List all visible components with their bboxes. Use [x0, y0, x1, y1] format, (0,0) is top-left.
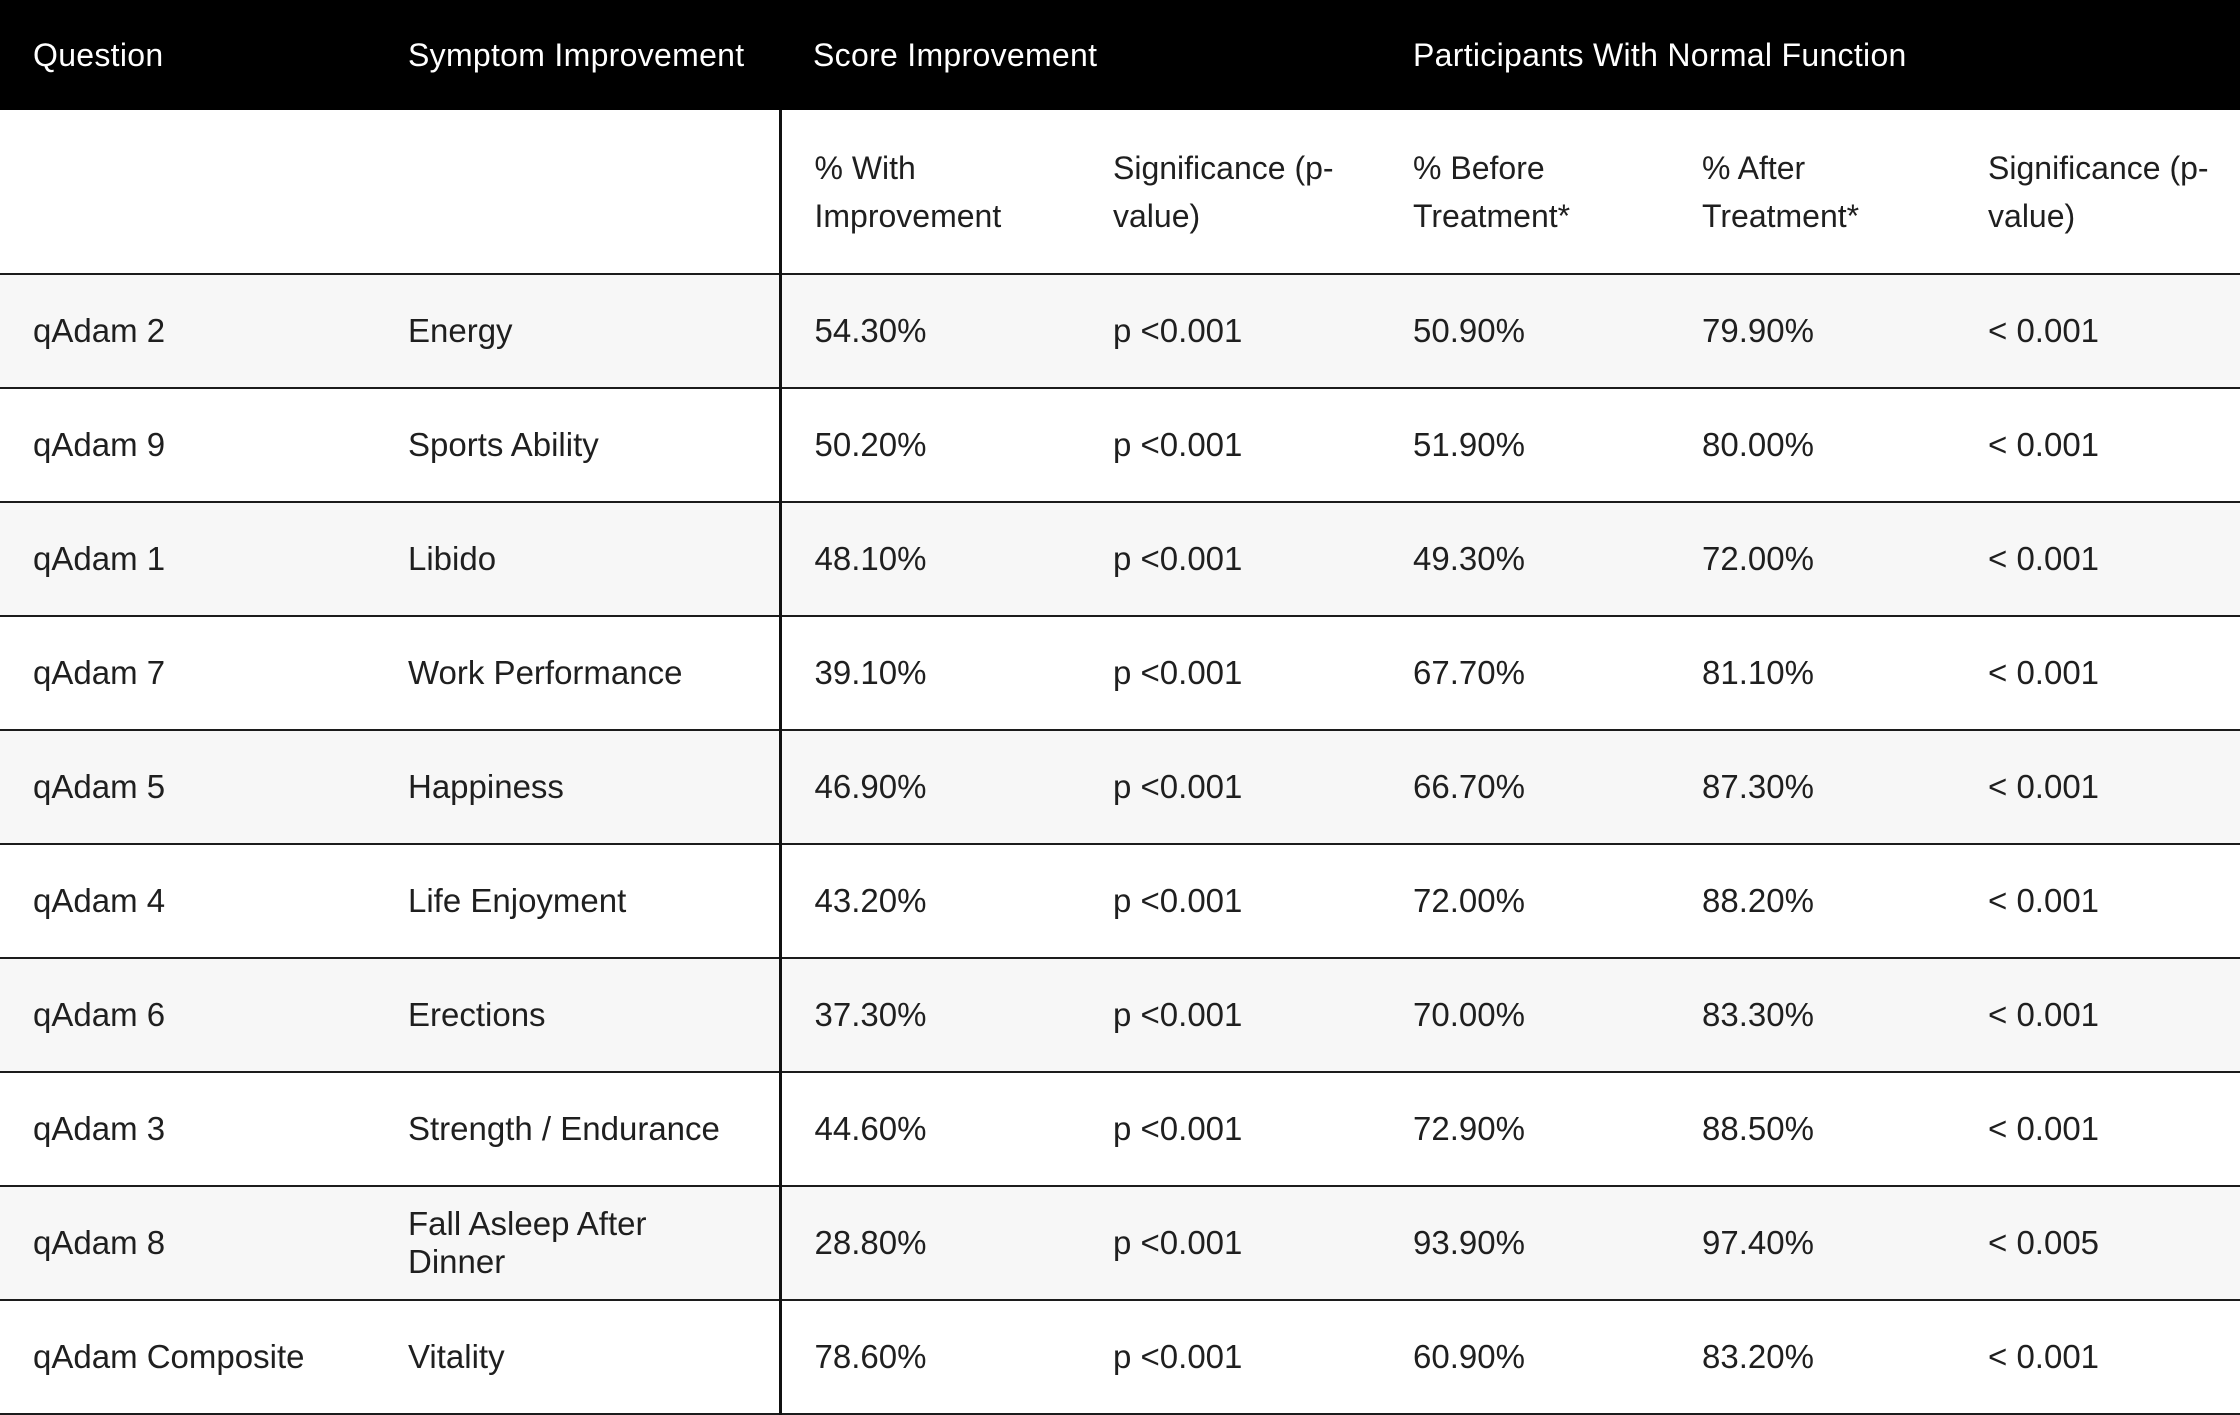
table-row: qAdam 9 Sports Ability 50.20% p <0.001 5… — [0, 388, 2240, 503]
participants-significance-cell: < 0.001 — [1955, 844, 2240, 959]
question-cell: qAdam 4 — [0, 844, 375, 959]
participants-significance-cell: < 0.005 — [1955, 1186, 2240, 1301]
symptom-cell: Life Enjoyment — [375, 844, 780, 959]
pct-improvement-cell: 78.60% — [778, 1300, 1080, 1415]
group-header-symptom-improvement: Symptom Improvement — [375, 0, 780, 110]
pct-improvement-cell: 48.10% — [778, 502, 1080, 617]
pct-improvement-cell: 28.80% — [778, 1186, 1080, 1301]
participants-significance-cell: < 0.001 — [1955, 730, 2240, 845]
score-significance-cell: p <0.001 — [1080, 958, 1381, 1073]
participants-significance-cell: < 0.001 — [1955, 958, 2240, 1073]
group-header-question: Question — [0, 0, 375, 110]
sub-header-empty-question — [0, 110, 375, 275]
pct-after-cell: 83.30% — [1669, 958, 1956, 1073]
score-significance-cell: p <0.001 — [1080, 1300, 1381, 1415]
participants-significance-cell: < 0.001 — [1955, 502, 2240, 617]
symptom-cell: Sports Ability — [375, 388, 780, 503]
symptom-cell: Strength / Endurance — [375, 1072, 780, 1187]
symptom-cell: Energy — [375, 274, 780, 389]
sub-header-significance-participants: Significance (p-value) — [1955, 110, 2240, 275]
pct-after-cell: 97.40% — [1669, 1186, 1956, 1301]
table-row: qAdam 4 Life Enjoyment 43.20% p <0.001 7… — [0, 844, 2240, 959]
pct-improvement-cell: 44.60% — [778, 1072, 1080, 1187]
pct-improvement-cell: 50.20% — [778, 388, 1080, 503]
sub-header-significance-score: Significance (p-value) — [1080, 110, 1381, 275]
score-significance-cell: p <0.001 — [1080, 1072, 1381, 1187]
score-significance-cell: p <0.001 — [1080, 844, 1381, 959]
pct-after-cell: 80.00% — [1669, 388, 1956, 503]
score-significance-cell: p <0.001 — [1080, 730, 1381, 845]
question-cell: qAdam 9 — [0, 388, 375, 503]
score-significance-cell: p <0.001 — [1080, 274, 1381, 389]
sub-header-pct-after-treatment: % After Treatment* — [1669, 110, 1956, 275]
sub-header-empty-symptom — [375, 110, 780, 275]
group-header-score-improvement: Score Improvement — [780, 0, 1381, 110]
pct-after-cell: 81.10% — [1669, 616, 1956, 731]
table-row: qAdam 6 Erections 37.30% p <0.001 70.00%… — [0, 958, 2240, 1073]
question-cell: qAdam Composite — [0, 1300, 375, 1415]
pct-after-cell: 87.30% — [1669, 730, 1956, 845]
sub-header-pct-with-improvement: % With Improvement — [778, 110, 1080, 275]
pct-after-cell: 88.20% — [1669, 844, 1956, 959]
question-cell: qAdam 3 — [0, 1072, 375, 1187]
table-row: qAdam 8 Fall Asleep After Dinner 28.80% … — [0, 1186, 2240, 1301]
question-cell: qAdam 1 — [0, 502, 375, 617]
participants-significance-cell: < 0.001 — [1955, 1072, 2240, 1187]
symptom-cell: Fall Asleep After Dinner — [375, 1186, 780, 1301]
question-cell: qAdam 7 — [0, 616, 375, 731]
question-cell: qAdam 6 — [0, 958, 375, 1073]
pct-before-cell: 93.90% — [1380, 1186, 1670, 1301]
pct-before-cell: 50.90% — [1380, 274, 1670, 389]
score-significance-cell: p <0.001 — [1080, 502, 1381, 617]
question-cell: qAdam 5 — [0, 730, 375, 845]
pct-after-cell: 79.90% — [1669, 274, 1956, 389]
pct-before-cell: 66.70% — [1380, 730, 1670, 845]
pct-after-cell: 88.50% — [1669, 1072, 1956, 1187]
participants-significance-cell: < 0.001 — [1955, 1300, 2240, 1415]
group-header-row: Question Symptom Improvement Score Impro… — [0, 0, 2240, 110]
pct-before-cell: 67.70% — [1380, 616, 1670, 731]
score-significance-cell: p <0.001 — [1080, 388, 1381, 503]
table-row: qAdam 3 Strength / Endurance 44.60% p <0… — [0, 1072, 2240, 1187]
symptom-cell: Happiness — [375, 730, 780, 845]
participants-significance-cell: < 0.001 — [1955, 388, 2240, 503]
pct-improvement-cell: 39.10% — [778, 616, 1080, 731]
sub-header-pct-before-treatment: % Before Treatment* — [1380, 110, 1670, 275]
symptom-cell: Erections — [375, 958, 780, 1073]
sub-header-row: % With Improvement Significance (p-value… — [0, 110, 2240, 275]
pct-improvement-cell: 37.30% — [778, 958, 1080, 1073]
participants-significance-cell: < 0.001 — [1955, 616, 2240, 731]
pct-before-cell: 70.00% — [1380, 958, 1670, 1073]
pct-before-cell: 60.90% — [1380, 1300, 1670, 1415]
question-cell: qAdam 2 — [0, 274, 375, 389]
score-significance-cell: p <0.001 — [1080, 1186, 1381, 1301]
pct-after-cell: 72.00% — [1669, 502, 1956, 617]
pct-before-cell: 72.90% — [1380, 1072, 1670, 1187]
pct-after-cell: 83.20% — [1669, 1300, 1956, 1415]
table-row: qAdam 5 Happiness 46.90% p <0.001 66.70%… — [0, 730, 2240, 845]
table-row: qAdam 2 Energy 54.30% p <0.001 50.90% 79… — [0, 274, 2240, 389]
symptom-cell: Work Performance — [375, 616, 780, 731]
pct-before-cell: 72.00% — [1380, 844, 1670, 959]
question-cell: qAdam 8 — [0, 1186, 375, 1301]
pct-improvement-cell: 43.20% — [778, 844, 1080, 959]
group-header-participants-normal-function: Participants With Normal Function — [1380, 0, 2240, 110]
pct-before-cell: 49.30% — [1380, 502, 1670, 617]
participants-significance-cell: < 0.001 — [1955, 274, 2240, 389]
symptom-cell: Libido — [375, 502, 780, 617]
pct-improvement-cell: 54.30% — [778, 274, 1080, 389]
score-significance-cell: p <0.001 — [1080, 616, 1381, 731]
pct-before-cell: 51.90% — [1380, 388, 1670, 503]
table-row: qAdam 7 Work Performance 39.10% p <0.001… — [0, 616, 2240, 731]
symptom-cell: Vitality — [375, 1300, 780, 1415]
table-row: qAdam Composite Vitality 78.60% p <0.001… — [0, 1300, 2240, 1415]
pct-improvement-cell: 46.90% — [778, 730, 1080, 845]
table-row: qAdam 1 Libido 48.10% p <0.001 49.30% 72… — [0, 502, 2240, 617]
